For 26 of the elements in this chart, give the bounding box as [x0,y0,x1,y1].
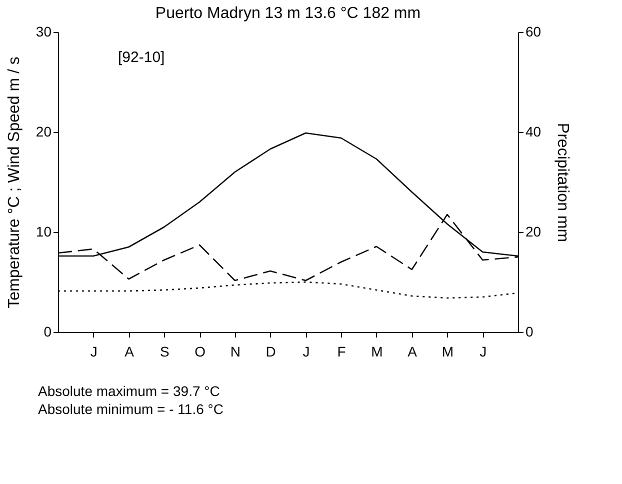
y-axis-title: Temperature °C ; Wind Speed m / s [6,56,23,308]
annotation: [92-10] [118,49,165,66]
x-tick-label: F [337,344,346,360]
y2-tick-label: 0 [526,324,534,340]
y2-tick-label: 60 [526,24,542,40]
x-tick-label: J [90,344,98,360]
x-tick-label: A [124,344,135,360]
text: Absolute minimum = - 11.6 °C [38,401,224,417]
y-tick-label: 20 [36,124,52,140]
y-tick-label: 10 [36,224,52,240]
y2-axis-title: Precipitation mm [554,122,572,242]
x-tick-label: N [230,344,240,360]
x-tick-label: D [266,344,276,360]
y-tick-label: 30 [36,24,52,40]
x-tick-label: J [480,344,487,360]
x-tick-label: A [408,344,418,360]
x-tick-label: M [442,344,454,360]
y-tick-label: 0 [44,324,52,340]
x-tick-label: M [371,344,383,360]
text: Absolute maximum = 39.7 °C [38,383,220,399]
y2-tick-label: 40 [526,124,542,140]
x-tick-label: O [194,344,206,360]
x-tick-label: J [302,344,310,360]
x-tick-label: S [160,344,170,360]
chart-title: Puerto Madryn 13 m 13.6 °C 182 mm [155,5,421,22]
y2-tick-label: 20 [526,224,542,240]
